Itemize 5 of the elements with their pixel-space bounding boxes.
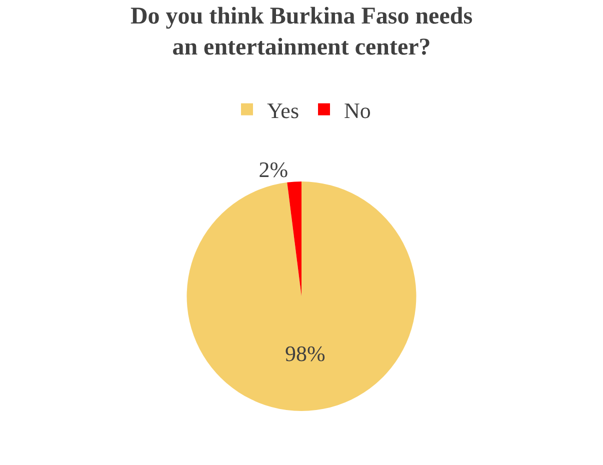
data-label: 2% — [258, 156, 288, 182]
legend-label: No — [344, 98, 371, 123]
chart-title: Do you think Burkina Faso needs an entertainment center? — [130, 3, 473, 60]
legend-label: Yes — [267, 98, 300, 123]
data-label: 98% — [284, 341, 326, 366]
